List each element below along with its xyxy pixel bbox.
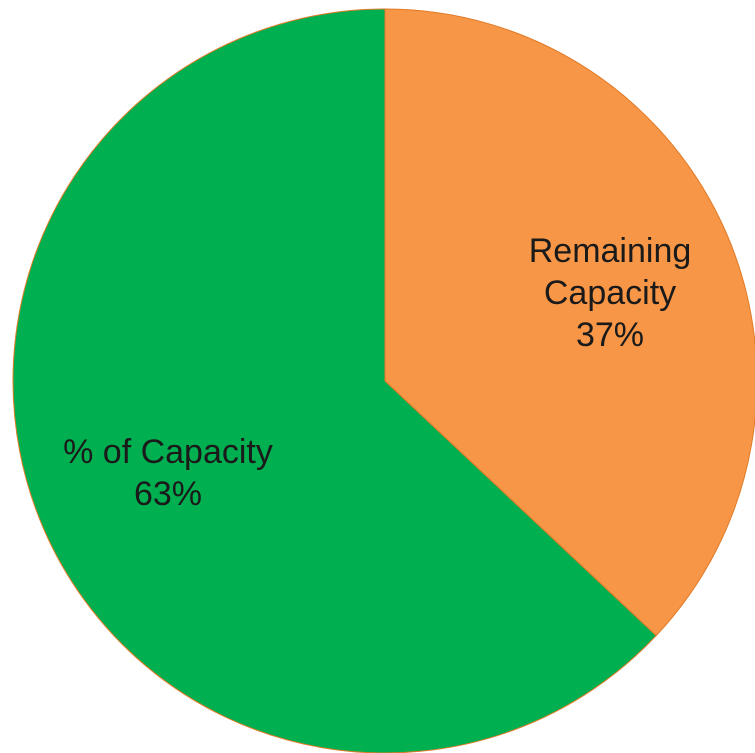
pie-slice-label-line: Remaining xyxy=(529,232,692,270)
pie-slice-label-0: Remaining Capacity 37% xyxy=(529,232,692,354)
pie-slice-0 xyxy=(384,8,755,637)
pie-slice-label-line: % of Capacity xyxy=(63,433,273,471)
pie-slice-1 xyxy=(12,8,657,753)
pie-slice-label-line: Capacity xyxy=(544,274,676,312)
pie-slice-value-label: 37% xyxy=(576,316,644,354)
pie-slice-label-1: % of Capacity 63% xyxy=(63,433,273,513)
pie-slice-value-label: 63% xyxy=(134,475,202,513)
